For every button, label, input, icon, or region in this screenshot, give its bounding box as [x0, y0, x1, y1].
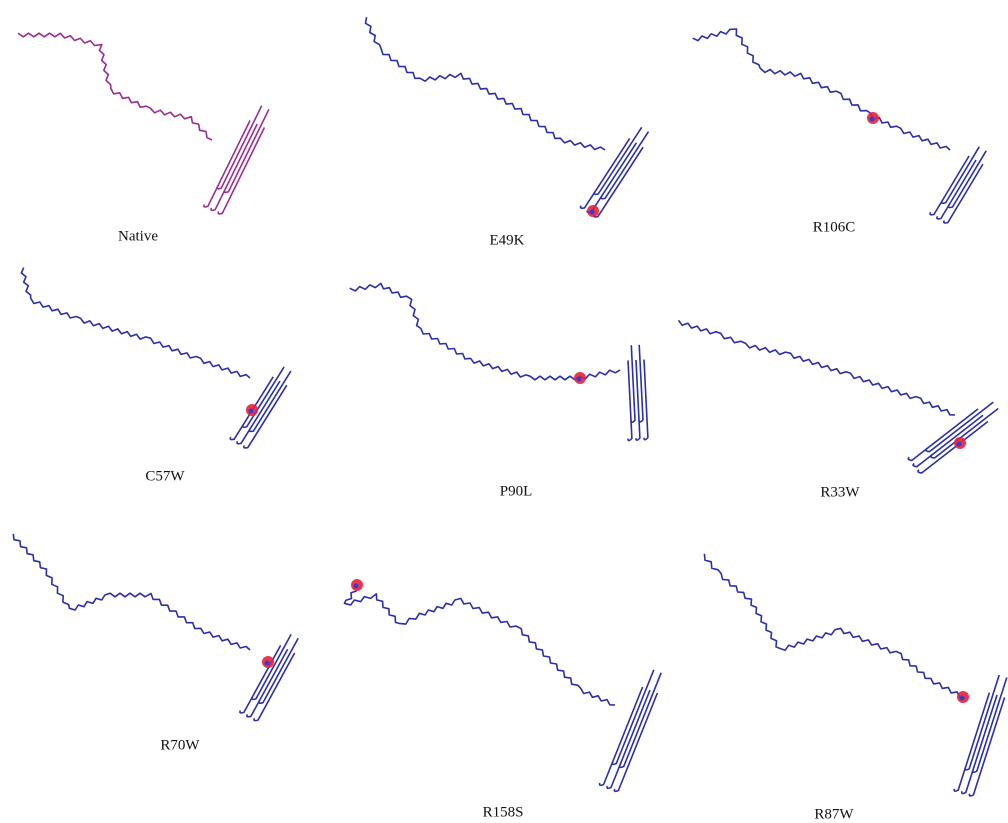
panel-label: R70W: [160, 737, 200, 753]
beta-strand: [244, 385, 287, 448]
beta-strand: [249, 371, 290, 431]
structure-panel: R70W: [13, 534, 298, 754]
beta-strand: [237, 381, 280, 444]
structure-panel: P90L: [350, 283, 648, 499]
beta-strand: [628, 360, 632, 440]
beta-strand: [636, 360, 640, 440]
structure-panel: R87W: [704, 554, 1006, 823]
structure-panel: C57W: [21, 268, 291, 485]
beta-strand: [913, 415, 983, 467]
protein-chain: [693, 29, 950, 150]
panel-label: P90L: [500, 483, 533, 499]
beta-strand: [243, 367, 284, 427]
protein-chain: [366, 17, 606, 150]
protein-chain: [704, 554, 965, 698]
panel-label: Native: [118, 228, 158, 244]
panel-label: E49K: [490, 232, 525, 248]
mutation-core: [249, 409, 254, 414]
structure-panel: E49K: [366, 17, 649, 248]
panel-label: R33W: [820, 484, 860, 500]
protein-chain: [21, 268, 250, 378]
figure: Native E49K R106C C57W P90L R33W R70W R158S R87W: [0, 0, 1008, 823]
panel-label: R106C: [813, 219, 856, 235]
panel-label: R87W: [814, 806, 854, 822]
beta-strand: [937, 160, 976, 219]
beta-strand: [908, 409, 978, 461]
structure-panel: Native: [18, 33, 269, 244]
structure-panel: R106C: [693, 29, 987, 235]
beta-strand: [620, 673, 662, 768]
mutation-core: [354, 584, 359, 589]
structure-panel: R158S: [344, 579, 661, 820]
protein-chain: [679, 320, 956, 415]
protein-chain: [18, 33, 212, 140]
beta-strand: [254, 653, 295, 721]
mutation-core: [870, 117, 875, 122]
panel-label: R158S: [483, 804, 524, 820]
beta-strand: [973, 678, 1007, 773]
mutation-core: [957, 442, 962, 447]
beta-strand: [931, 409, 998, 459]
beta-strand: [587, 143, 636, 213]
mutation-core: [265, 661, 270, 666]
protein-chain: [350, 283, 620, 379]
mutation-core: [590, 210, 595, 215]
beta-strand: [644, 360, 648, 440]
mutation-core: [960, 696, 965, 701]
beta-strand: [631, 345, 635, 422]
structure-panel: R33W: [679, 320, 999, 500]
protein-chain: [344, 591, 615, 705]
protein-chain: [13, 534, 250, 650]
beta-strand: [224, 109, 269, 192]
mutation-core: [577, 377, 582, 382]
panel-label: C57W: [145, 468, 185, 484]
beta-strand: [930, 156, 969, 215]
beta-strand: [601, 132, 648, 199]
beta-strand: [252, 634, 291, 699]
beta-strand: [211, 124, 257, 210]
beta-strand: [639, 345, 643, 422]
